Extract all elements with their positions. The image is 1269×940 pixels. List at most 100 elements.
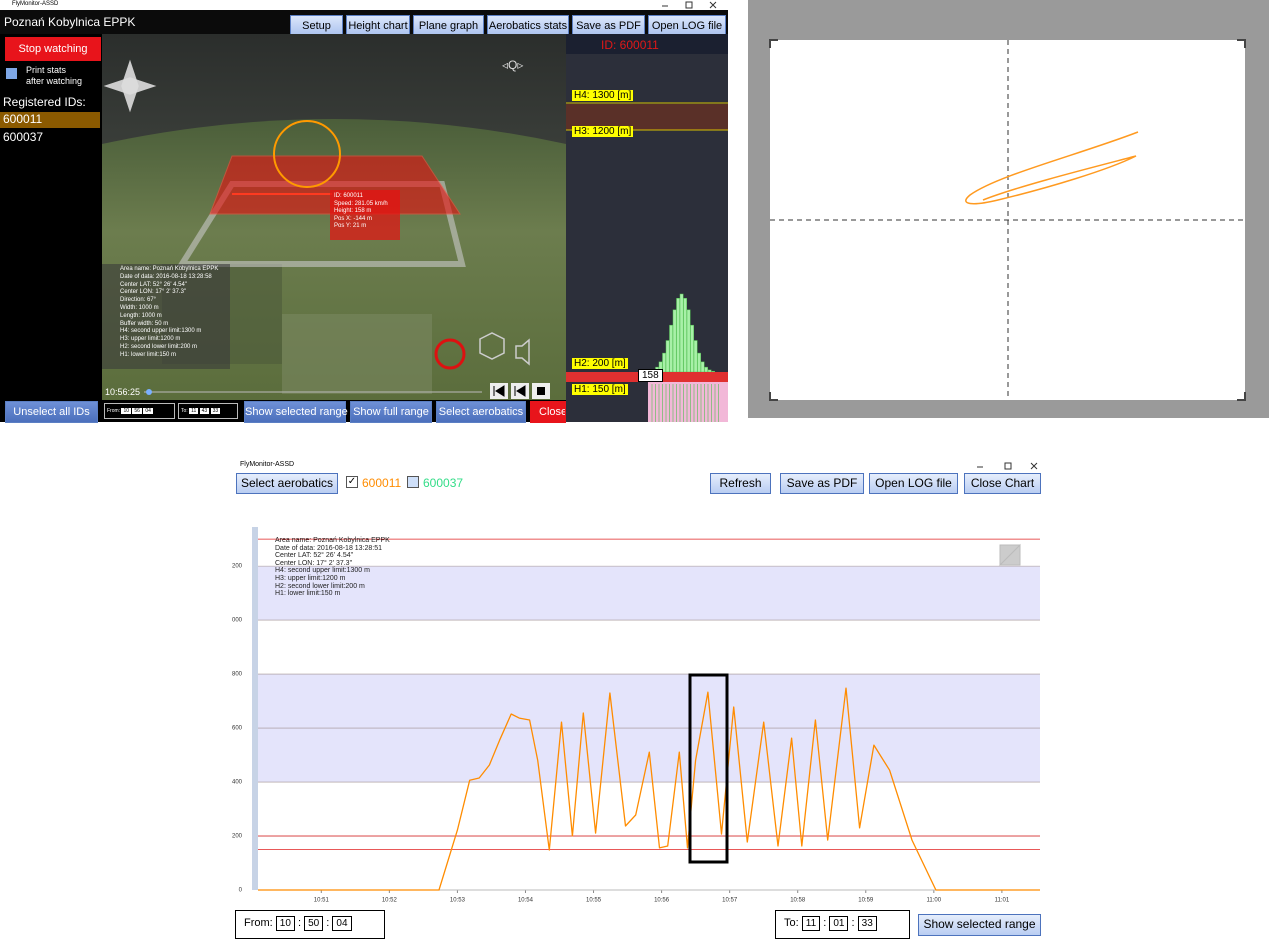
info-line: Area name: Poznań Kobylnica EPPK bbox=[120, 266, 219, 272]
from-field[interactable]: 10 bbox=[121, 408, 132, 414]
refresh-button[interactable]: Refresh bbox=[710, 473, 771, 494]
separator: : bbox=[851, 917, 855, 929]
open-log-button[interactable]: Open LOG file bbox=[869, 473, 958, 494]
histogram-bar bbox=[679, 293, 684, 373]
from-label: From: bbox=[244, 917, 273, 929]
checkbox-label: after watching bbox=[26, 76, 83, 86]
from-field[interactable]: 04 bbox=[143, 408, 153, 414]
plane-popup: ID: 600011 Speed: 281.05 km/h Height: 15… bbox=[334, 193, 388, 231]
altitude-id: ID: 600011 bbox=[601, 38, 659, 52]
histogram-bar bbox=[686, 309, 691, 373]
to-field[interactable]: 33 bbox=[210, 408, 221, 414]
histogram-bar bbox=[711, 370, 715, 373]
limit-label: H4: 1300 [m] bbox=[572, 90, 634, 101]
histogram-bar bbox=[676, 298, 680, 373]
limit-label: H2: 200 [m] bbox=[572, 358, 628, 369]
chart-window: FlyMonitor-ASSD Select aerobatics ✓ 6000… bbox=[230, 458, 1045, 940]
histogram-bar bbox=[665, 340, 670, 373]
close-button[interactable]: Close I bbox=[530, 401, 566, 423]
from-field[interactable]: 50 bbox=[304, 916, 324, 931]
to-field[interactable]: 11 bbox=[189, 408, 199, 414]
from-field[interactable]: 10 bbox=[275, 916, 295, 931]
histogram-bar bbox=[704, 366, 708, 373]
info-line: H2: second lower limit:200 m bbox=[275, 582, 365, 590]
info-line: Area name: Poznań Kobylnica EPPK bbox=[275, 537, 390, 544]
histogram-bar bbox=[662, 352, 666, 373]
plane-graph bbox=[748, 0, 1269, 418]
popup-line: Pos X: -144 m bbox=[334, 215, 373, 222]
checkbox[interactable] bbox=[407, 476, 419, 488]
info-line: Center LAT: 52° 26' 4.54" bbox=[275, 552, 354, 560]
stop-button[interactable]: Stop watching bbox=[5, 37, 101, 61]
zoom-icon[interactable]: ◃Q▹ bbox=[502, 58, 523, 72]
histogram-bar bbox=[669, 324, 673, 373]
area-name: Poznań Kobylnica EPPK bbox=[4, 15, 136, 29]
histogram-bar bbox=[697, 352, 701, 373]
legend-label: 600011 bbox=[362, 476, 402, 490]
unselect-button[interactable]: Unselect all IDs bbox=[5, 401, 98, 423]
save-pdf-button[interactable]: Save as PDF bbox=[572, 15, 645, 37]
info-line: Direction: 67° bbox=[120, 297, 157, 304]
to-field[interactable]: 01 bbox=[829, 916, 849, 931]
info-line: Buffer width: 50 m bbox=[120, 320, 169, 327]
full-range-button[interactable]: Show full range bbox=[350, 401, 432, 423]
area-info: Area name: Poznań Kobylnica EPPK Date of … bbox=[120, 266, 218, 360]
altitude-panel bbox=[566, 34, 728, 422]
info-line: H2: second lower limit:200 m bbox=[120, 343, 198, 350]
show-range-button[interactable]: Show selected range bbox=[244, 401, 348, 423]
to-field[interactable]: 33 bbox=[857, 916, 877, 931]
from-box: From: 10 : 50 : 04 bbox=[235, 910, 385, 939]
to-field[interactable]: 43 bbox=[199, 408, 210, 414]
select-aerobatics-button[interactable]: Select aerobatics bbox=[236, 473, 338, 494]
limit-label: H3: 1200 [m] bbox=[572, 126, 634, 137]
open-log-button[interactable]: Open LOG file bbox=[648, 15, 726, 37]
info-line: H3: upper limit:1200 m bbox=[275, 574, 346, 582]
chart-info: Area name: Poznań Kobylnica EPPK Date of … bbox=[275, 537, 390, 598]
info-line: H1: lower limit:150 m bbox=[275, 590, 341, 598]
checkbox-label: Print stats bbox=[26, 65, 67, 75]
from-label: From: bbox=[107, 408, 121, 414]
checkbox-checked[interactable]: ✓ bbox=[346, 476, 358, 488]
current-height: 158 bbox=[638, 369, 663, 382]
separator: : bbox=[823, 917, 827, 929]
info-line: Center LON: 17° 2' 37.3" bbox=[275, 559, 353, 567]
popup-line: ID: 600011 bbox=[334, 193, 363, 199]
info-line: H4: second upper limit:1300 m bbox=[120, 328, 202, 335]
histogram-bar bbox=[707, 369, 712, 373]
from-field[interactable]: 56 bbox=[132, 408, 142, 414]
info-line: Date of data: 2016-08-18 13:28:51 bbox=[275, 544, 383, 552]
time-label: 10:56:25 bbox=[105, 387, 141, 397]
select-aerobatics-button[interactable]: Select aerobatics bbox=[436, 401, 526, 423]
to-box: To: 11 43 33 bbox=[178, 403, 238, 419]
id-row[interactable]: 600037 bbox=[3, 130, 44, 144]
window-controls[interactable] bbox=[975, 460, 1040, 472]
close-chart-button[interactable]: Close Chart bbox=[964, 473, 1041, 494]
from-box: From: 10 56 04 bbox=[104, 403, 175, 419]
save-pdf-button[interactable]: Save as PDF bbox=[780, 473, 864, 494]
info-line: Center LAT: 52° 26' 4.54" bbox=[120, 281, 187, 288]
histogram-bar bbox=[690, 324, 694, 373]
histogram-bar bbox=[700, 361, 705, 373]
histogram-bar bbox=[683, 298, 687, 373]
id-row-selected[interactable]: 600011 bbox=[0, 112, 100, 128]
from-field[interactable]: 04 bbox=[332, 916, 352, 931]
show-range-button[interactable]: Show selected range bbox=[918, 914, 1041, 936]
info-line: H1: lower limit:150 m bbox=[120, 351, 177, 358]
checkbox[interactable] bbox=[6, 68, 17, 79]
separator: : bbox=[326, 917, 330, 929]
window-controls[interactable] bbox=[660, 0, 720, 10]
info-line: H4: second upper limit:1300 m bbox=[275, 567, 370, 575]
to-label: To: bbox=[181, 408, 188, 414]
popup-line: Height: 158 m bbox=[334, 208, 372, 214]
setup-button[interactable]: Setup bbox=[290, 15, 343, 37]
separator: : bbox=[297, 917, 302, 929]
to-field[interactable]: 11 bbox=[801, 916, 821, 931]
to-box: To: 11 : 01 : 33 bbox=[775, 910, 910, 939]
legend-label: 600037 bbox=[423, 476, 464, 490]
popup-line: Pos Y: 21 m bbox=[334, 223, 367, 229]
info-line: Center LON: 17° 2' 37.3" bbox=[120, 289, 187, 296]
to-label: To: bbox=[784, 917, 799, 929]
3d-view: ◃Q▹ bbox=[102, 34, 566, 400]
info-line: Date of data: 2016-08-18 13:28:58 bbox=[120, 273, 212, 280]
aerobatics-button[interactable]: Aerobatics stats bbox=[487, 15, 569, 37]
